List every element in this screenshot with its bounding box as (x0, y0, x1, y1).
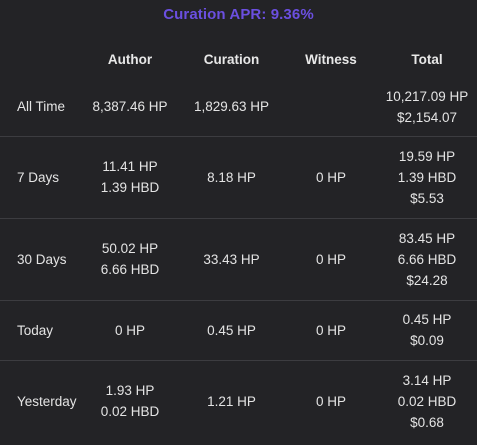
curation-value: 33.43 HP (203, 251, 260, 267)
cell-curation: 33.43 HP (178, 217, 285, 300)
cell-witness: 0 HP (285, 299, 377, 360)
total-value: $5.53 (410, 190, 444, 206)
total-value: 0.45 HP (402, 312, 452, 327)
cell-author: 11.41 HP 1.39 HBD (82, 135, 178, 218)
curation-value: 8.18 HP (207, 169, 256, 185)
cell-witness: 0 HP (285, 359, 377, 442)
total-value: $24.28 (406, 272, 448, 288)
cell-total: 3.14 HP 0.02 HBD $0.68 (377, 359, 477, 442)
total-value: $0.68 (410, 414, 444, 430)
row-label: 30 Days (0, 217, 82, 300)
witness-value: 0 HP (315, 169, 346, 185)
cell-curation: 0.45 HP (178, 299, 285, 360)
cell-total: 10,217.09 HP $2,154.07 (377, 78, 477, 136)
curation-value: 1,829.63 HP (193, 99, 270, 115)
table-row: All Time 8,387.46 HP 1,829.63 HP 10,217.09 … (0, 78, 477, 136)
cell-witness: 0 HP (285, 135, 377, 218)
column-header-total: Total (411, 51, 443, 67)
total-value: 19.59 HP (398, 148, 456, 164)
curation-apr-title: Curation APR: 9.36% (163, 6, 314, 23)
cell-author: 1.93 HP 0.02 HBD (82, 359, 178, 442)
table-row: Yesterday 1.93 HP 0.02 HBD 1.21 HP 0 HP 3.14 … (0, 359, 477, 442)
total-value: 1.39 HBD (397, 169, 457, 185)
total-value: 0.02 HBD (397, 393, 457, 409)
author-value: 6.66 HBD (100, 262, 160, 277)
cell-curation: 1.21 HP (178, 359, 285, 442)
cell-total: 83.45 HP 6.66 HBD $24.28 (377, 217, 477, 300)
cell-curation: 1,829.63 HP (178, 78, 285, 136)
row-label: Yesterday (0, 359, 82, 442)
cell-witness (285, 78, 377, 136)
column-header-witness: Witness (305, 51, 357, 67)
total-value: $0.09 (410, 333, 444, 348)
rewards-table: Author Curation Witness Total All Time 8,… (0, 40, 477, 442)
cell-author: 50.02 HP 6.66 HBD (82, 217, 178, 300)
column-header-curation: Curation (203, 51, 260, 67)
total-value: 83.45 HP (398, 230, 456, 246)
cell-witness: 0 HP (285, 217, 377, 300)
row-label: 7 Days (0, 135, 82, 218)
author-value: 50.02 HP (101, 241, 159, 256)
table-row: Today 0 HP 0.45 HP 0 HP 0.45 HP $0.09 (0, 299, 477, 360)
column-header-author: Author (107, 51, 153, 67)
curation-value: 0.45 HP (207, 322, 256, 338)
author-value: 0.02 HBD (100, 404, 160, 420)
cell-curation: 8.18 HP (178, 135, 285, 218)
table-row: 30 Days 50.02 HP 6.66 HBD 33.43 HP 0 HP 83.45… (0, 217, 477, 300)
curation-value: 1.21 HP (207, 393, 256, 409)
author-value: 11.41 HP (102, 159, 158, 174)
total-value: $2,154.07 (396, 109, 458, 125)
column-header-label (0, 40, 82, 78)
row-label: Today (0, 299, 82, 360)
total-value: 6.66 HBD (397, 251, 457, 267)
witness-value: 0 HP (315, 393, 346, 409)
cell-total: 19.59 HP 1.39 HBD $5.53 (377, 135, 477, 218)
witness-value: 0 HP (315, 322, 346, 338)
witness-value: 0 HP (315, 251, 346, 267)
cell-author: 8,387.46 HP (82, 78, 178, 136)
table-row: 7 Days 11.41 HP 1.39 HBD 8.18 HP 0 HP 19.59 H… (0, 135, 477, 218)
table-header-row: Author Curation Witness Total (0, 40, 477, 78)
author-value: 1.39 HBD (100, 180, 160, 195)
author-value: 0 HP (114, 322, 145, 338)
total-value: 3.14 HP (402, 372, 452, 388)
cell-author: 0 HP (82, 299, 178, 360)
row-label: All Time (17, 99, 66, 115)
cell-total: 0.45 HP $0.09 (377, 299, 477, 360)
author-value: 1.93 HP (105, 383, 155, 399)
author-value: 8,387.46 HP (92, 99, 168, 115)
total-value: 10,217.09 HP (385, 88, 469, 104)
